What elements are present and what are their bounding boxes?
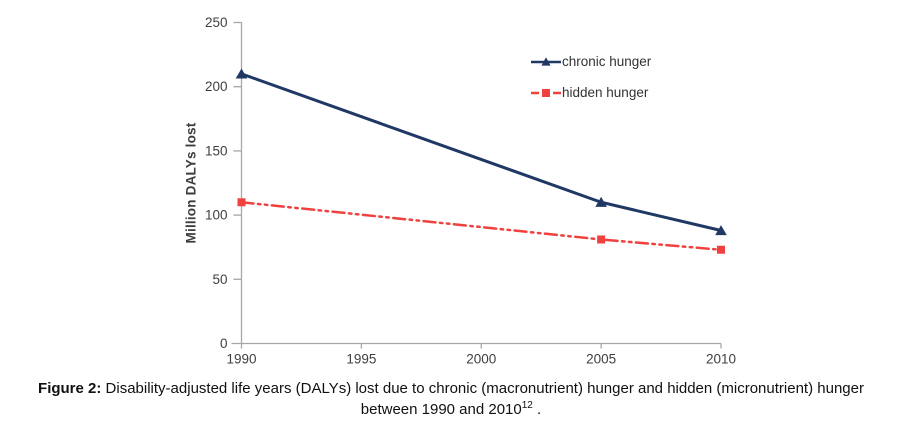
y-axis-title: Million DALYs lost — [183, 122, 199, 244]
caption-text: Disability-adjusted life years (DALYs) l… — [105, 380, 864, 418]
marker-hidden-hunger — [597, 235, 606, 244]
hidden-hunger-legend-marker-icon — [531, 88, 561, 97]
legend-label-chronic-hunger: chronic hunger — [562, 54, 652, 69]
x-tick-label: 2000 — [466, 352, 496, 367]
marker-chronic-hunger — [715, 225, 727, 236]
x-tick-label: 2010 — [706, 352, 736, 367]
x-tick-label: 2005 — [586, 352, 616, 367]
y-tick-label: 100 — [205, 208, 228, 223]
legend-item-chronic-hunger: chronic hunger — [531, 54, 651, 69]
marker-chronic-hunger — [595, 196, 607, 207]
dalys-line-chart: 0 50 100 150 200 250 1990 1995 2000 2005 2010 Mill… — [183, 15, 737, 367]
marker-chronic-hunger — [235, 68, 248, 79]
series-line-hidden-hunger — [240, 201, 723, 252]
figure-caption: Figure 2: Disability-adjusted life years… — [0, 376, 902, 420]
legend-label-hidden-hunger: hidden hunger — [562, 85, 649, 100]
chronic-hunger-legend-marker-icon — [531, 56, 561, 66]
x-tick-label: 1990 — [226, 352, 256, 367]
marker-hidden-hunger — [717, 245, 725, 254]
y-tick-label: 50 — [212, 272, 227, 287]
legend-item-hidden-hunger: hidden hunger — [531, 85, 651, 100]
marker-hidden-hunger — [237, 198, 246, 207]
y-tick-label: 200 — [205, 79, 228, 94]
caption-superscript: 12 — [521, 400, 533, 411]
legend: chronic hunger hidden hunger — [531, 54, 651, 100]
chart-plot-area: 0 50 100 150 200 250 1990 1995 2000 2005 2010 — [205, 15, 736, 367]
y-tick-label: 250 — [205, 15, 228, 30]
y-tick-label: 0 — [220, 336, 228, 351]
caption-figure-label: Figure 2: — [38, 380, 102, 397]
x-tick-label: 1995 — [346, 352, 376, 367]
caption-suffix: . — [532, 401, 542, 418]
y-tick-label: 150 — [205, 143, 228, 158]
